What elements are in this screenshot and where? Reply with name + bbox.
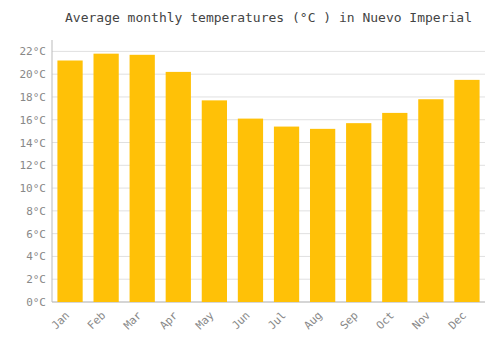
bar [238, 119, 263, 302]
y-tick-label: 0°C [26, 296, 46, 309]
y-axis-line [52, 40, 53, 302]
y-tick-label: 8°C [26, 205, 46, 218]
y-tick-label: 22°C [20, 45, 47, 58]
chart-container: Average monthly temperatures (°C ) in Nu… [0, 0, 500, 350]
bar [202, 100, 227, 302]
x-tick-label: Oct [374, 309, 397, 332]
bars [57, 54, 479, 302]
x-tick-label: Jul [265, 309, 288, 332]
x-tick-label: Aug [302, 309, 325, 332]
bar [93, 54, 118, 302]
y-tick-label: 16°C [20, 114, 47, 127]
y-grid [52, 51, 485, 302]
bar [57, 61, 82, 302]
chart-svg: Average monthly temperatures (°C ) in Nu… [0, 0, 500, 350]
x-tick-label: Nov [410, 309, 434, 333]
bar [382, 113, 407, 302]
x-tick-label: Apr [157, 309, 181, 333]
y-tick-label: 12°C [20, 159, 47, 172]
y-tick-label: 10°C [20, 182, 47, 195]
y-tick-label: 4°C [26, 250, 46, 263]
y-tick-label: 20°C [20, 68, 47, 81]
x-tick-label: Jun [229, 309, 252, 332]
x-tick-label: May [193, 309, 217, 333]
y-tick-label: 2°C [26, 273, 46, 286]
x-tick-label: Feb [85, 309, 108, 332]
bar [418, 99, 443, 302]
y-tick-label: 18°C [20, 91, 47, 104]
x-tick-label: Jan [49, 309, 72, 332]
bar [346, 123, 371, 302]
bar [166, 72, 191, 302]
chart-title: Average monthly temperatures (°C ) in Nu… [65, 10, 472, 25]
grid-line [52, 51, 485, 52]
bar [454, 80, 479, 302]
x-tick-label: Sep [338, 309, 361, 332]
bar [130, 55, 155, 302]
y-tick-label: 6°C [26, 228, 46, 241]
bar [274, 127, 299, 302]
x-tick-label: Dec [446, 309, 469, 332]
bar [310, 129, 335, 302]
x-tick-label: Mar [121, 309, 145, 333]
y-tick-label: 14°C [20, 137, 47, 150]
